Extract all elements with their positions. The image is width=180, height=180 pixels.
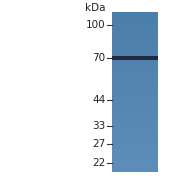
Bar <box>112 65 158 68</box>
Text: 100: 100 <box>86 20 105 30</box>
Bar <box>112 71 158 74</box>
Bar <box>112 76 158 79</box>
Bar <box>112 102 158 105</box>
Text: 33: 33 <box>92 121 105 131</box>
Bar <box>112 113 158 116</box>
Bar <box>112 52 158 55</box>
Bar <box>112 134 158 137</box>
Text: 22: 22 <box>92 158 105 168</box>
Bar <box>112 132 158 134</box>
Bar <box>112 108 158 111</box>
Bar <box>112 12 158 15</box>
Bar <box>112 50 158 52</box>
Bar <box>112 100 158 103</box>
Bar <box>112 39 158 42</box>
Bar <box>112 126 158 129</box>
Text: 27: 27 <box>92 139 105 149</box>
Bar <box>112 60 158 63</box>
Bar <box>112 23 158 26</box>
Bar <box>112 140 158 142</box>
Bar <box>112 105 158 108</box>
Bar <box>112 68 158 71</box>
Bar <box>112 118 158 121</box>
Bar <box>112 137 158 140</box>
Bar <box>112 73 158 76</box>
Bar <box>112 116 158 119</box>
Bar <box>112 145 158 148</box>
Bar <box>112 42 158 44</box>
Bar <box>112 111 158 113</box>
Bar <box>112 129 158 132</box>
Bar <box>112 13 158 172</box>
Bar <box>112 150 158 153</box>
Bar <box>112 124 158 127</box>
Bar <box>112 26 158 28</box>
Bar <box>112 161 158 164</box>
Bar <box>112 166 158 169</box>
Bar <box>112 169 158 172</box>
Bar <box>112 79 158 82</box>
Bar <box>112 20 158 23</box>
Bar <box>112 158 158 161</box>
Bar <box>112 55 158 58</box>
Bar <box>112 156 158 158</box>
Bar <box>112 163 158 166</box>
Bar <box>112 148 158 150</box>
Bar <box>112 87 158 89</box>
Bar <box>112 28 158 31</box>
Text: 70: 70 <box>92 53 105 62</box>
Bar <box>112 121 158 124</box>
Bar <box>112 47 158 50</box>
Bar <box>112 18 158 21</box>
Bar <box>112 31 158 34</box>
Bar <box>112 15 158 18</box>
Bar <box>112 84 158 87</box>
Bar <box>112 81 158 84</box>
Bar <box>112 36 158 39</box>
Bar <box>112 92 158 95</box>
Bar <box>112 89 158 92</box>
Bar <box>112 57 158 60</box>
Bar <box>112 63 158 66</box>
Bar <box>112 97 158 100</box>
Bar <box>112 56 158 60</box>
Bar <box>112 44 158 47</box>
Bar <box>112 94 158 97</box>
Text: 44: 44 <box>92 95 105 105</box>
Bar <box>112 142 158 145</box>
Text: kDa: kDa <box>85 3 105 13</box>
Bar <box>112 33 158 36</box>
Bar <box>112 153 158 156</box>
